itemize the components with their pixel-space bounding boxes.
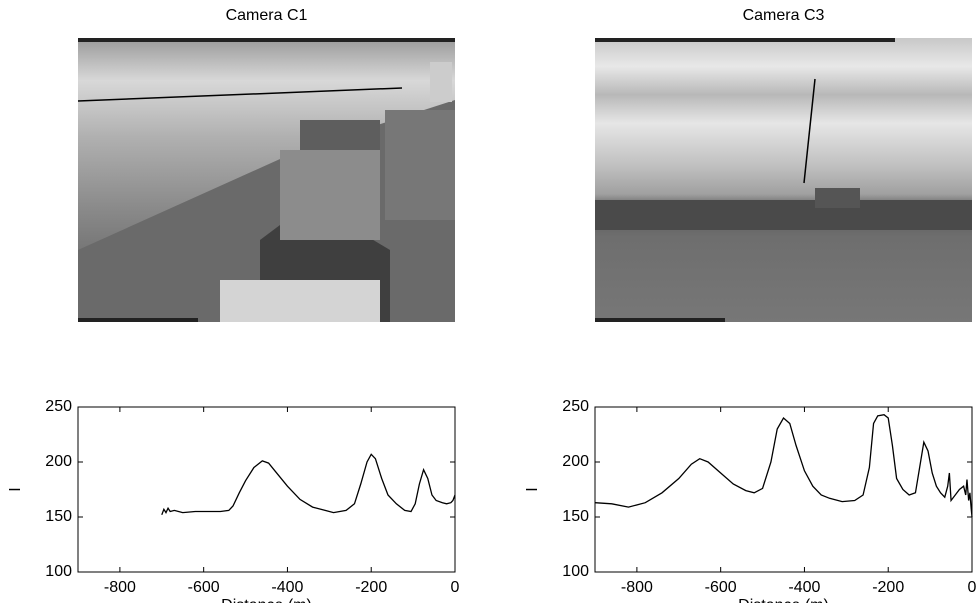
- camera-title: Camera C3: [743, 7, 825, 24]
- x-axis-label: Distance (m): [738, 597, 829, 603]
- data-line: [162, 454, 455, 515]
- y-tick-label: 250: [562, 398, 589, 415]
- y-tick-label: 150: [562, 508, 589, 525]
- y-tick-label: 200: [45, 453, 72, 470]
- camera-image-c1: [78, 38, 455, 322]
- x-tick-label: 0: [451, 579, 460, 596]
- x-tick-label: -800: [104, 579, 136, 596]
- y-axis-label: I: [7, 487, 24, 491]
- plot-frame: [78, 407, 455, 572]
- x-tick-label: -600: [188, 579, 220, 596]
- data-line: [595, 415, 972, 517]
- y-tick-label: 200: [562, 453, 589, 470]
- y-tick-label: 250: [45, 398, 72, 415]
- x-tick-label: -200: [355, 579, 387, 596]
- x-tick-label: -400: [271, 579, 303, 596]
- x-tick-label: 0: [968, 579, 977, 596]
- y-tick-label: 100: [562, 563, 589, 580]
- y-tick-label: 150: [45, 508, 72, 525]
- camera-title: Camera C1: [226, 7, 308, 24]
- figure: Camera C1 -800 -600 -400 -200 0 100 150 200 250 Di…: [0, 0, 977, 603]
- x-tick-label: -400: [788, 579, 820, 596]
- camera-image-c3: [595, 38, 972, 322]
- x-tick-label: -600: [705, 579, 737, 596]
- x-tick-label: -800: [621, 579, 653, 596]
- y-tick-label: 100: [45, 563, 72, 580]
- y-axis-label: I: [524, 487, 541, 491]
- x-tick-label: -200: [872, 579, 904, 596]
- x-axis-label: Distance (m): [221, 597, 312, 603]
